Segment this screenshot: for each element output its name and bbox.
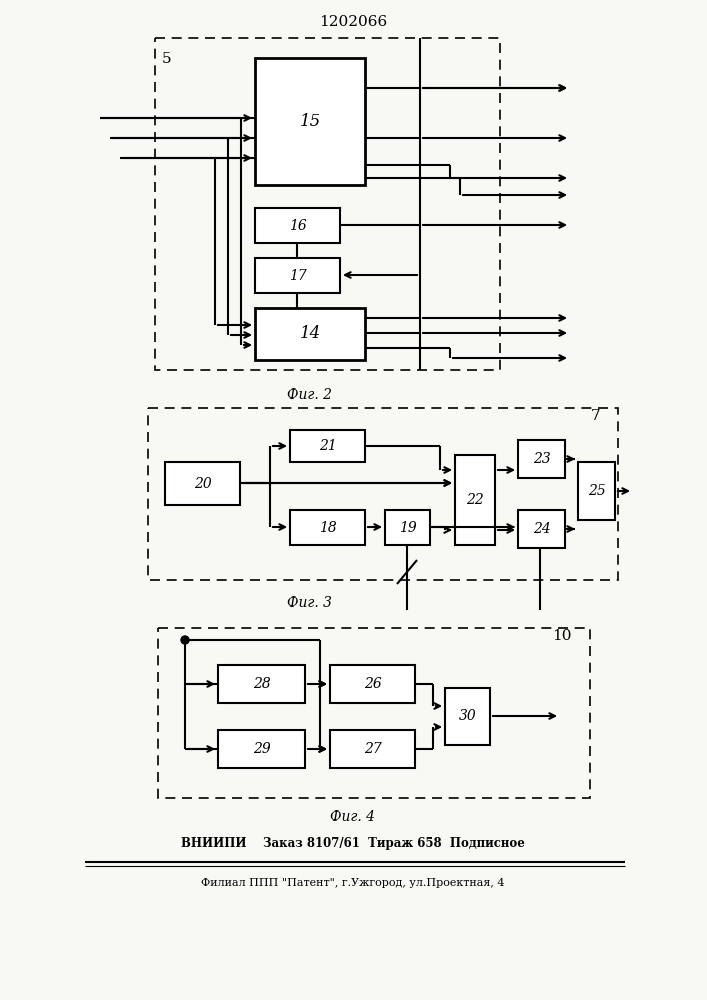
Text: Филиал ППП "Патент", г.Ужгород, ул.Проектная, 4: Филиал ППП "Патент", г.Ужгород, ул.Проек… — [201, 878, 505, 888]
Text: 22: 22 — [466, 493, 484, 507]
Bar — [148, 408, 618, 580]
Text: 18: 18 — [319, 520, 337, 534]
Text: ВНИИПИ    Заказ 8107/61  Тираж 658  Подписное: ВНИИПИ Заказ 8107/61 Тираж 658 Подписное — [181, 837, 525, 850]
Text: 29: 29 — [252, 742, 270, 756]
Text: 17: 17 — [288, 268, 306, 282]
Bar — [330, 665, 415, 703]
Text: 1202066: 1202066 — [319, 15, 387, 29]
Text: 16: 16 — [288, 219, 306, 232]
Bar — [290, 430, 365, 462]
Text: 5: 5 — [162, 52, 172, 66]
Text: 30: 30 — [459, 710, 477, 724]
Bar — [518, 440, 565, 478]
Bar — [218, 665, 305, 703]
Text: 20: 20 — [194, 477, 211, 490]
Bar — [255, 308, 365, 360]
Text: 23: 23 — [532, 452, 550, 466]
Bar — [158, 628, 590, 798]
Text: 19: 19 — [399, 520, 416, 534]
Bar — [290, 510, 365, 545]
Bar — [455, 455, 495, 545]
Bar — [255, 58, 365, 185]
Bar — [165, 462, 240, 505]
Text: Фиг. 2: Фиг. 2 — [288, 388, 332, 402]
Bar — [218, 730, 305, 768]
Text: 27: 27 — [363, 742, 381, 756]
Bar — [255, 208, 340, 243]
Text: Фиг. 4: Фиг. 4 — [330, 810, 375, 824]
Text: 7: 7 — [590, 409, 600, 423]
Bar — [578, 462, 615, 520]
Text: 24: 24 — [532, 522, 550, 536]
Bar — [445, 688, 490, 745]
Text: 28: 28 — [252, 677, 270, 691]
Bar — [518, 510, 565, 548]
Circle shape — [181, 636, 189, 644]
Text: Фиг. 3: Фиг. 3 — [288, 596, 332, 610]
Bar — [330, 730, 415, 768]
Text: 25: 25 — [588, 484, 605, 498]
Bar — [255, 258, 340, 293]
Bar — [155, 38, 500, 370]
Bar — [385, 510, 430, 545]
Text: 15: 15 — [299, 113, 321, 130]
Text: 10: 10 — [552, 629, 572, 643]
Text: 26: 26 — [363, 677, 381, 691]
Text: 21: 21 — [319, 439, 337, 453]
Text: 14: 14 — [299, 326, 321, 342]
